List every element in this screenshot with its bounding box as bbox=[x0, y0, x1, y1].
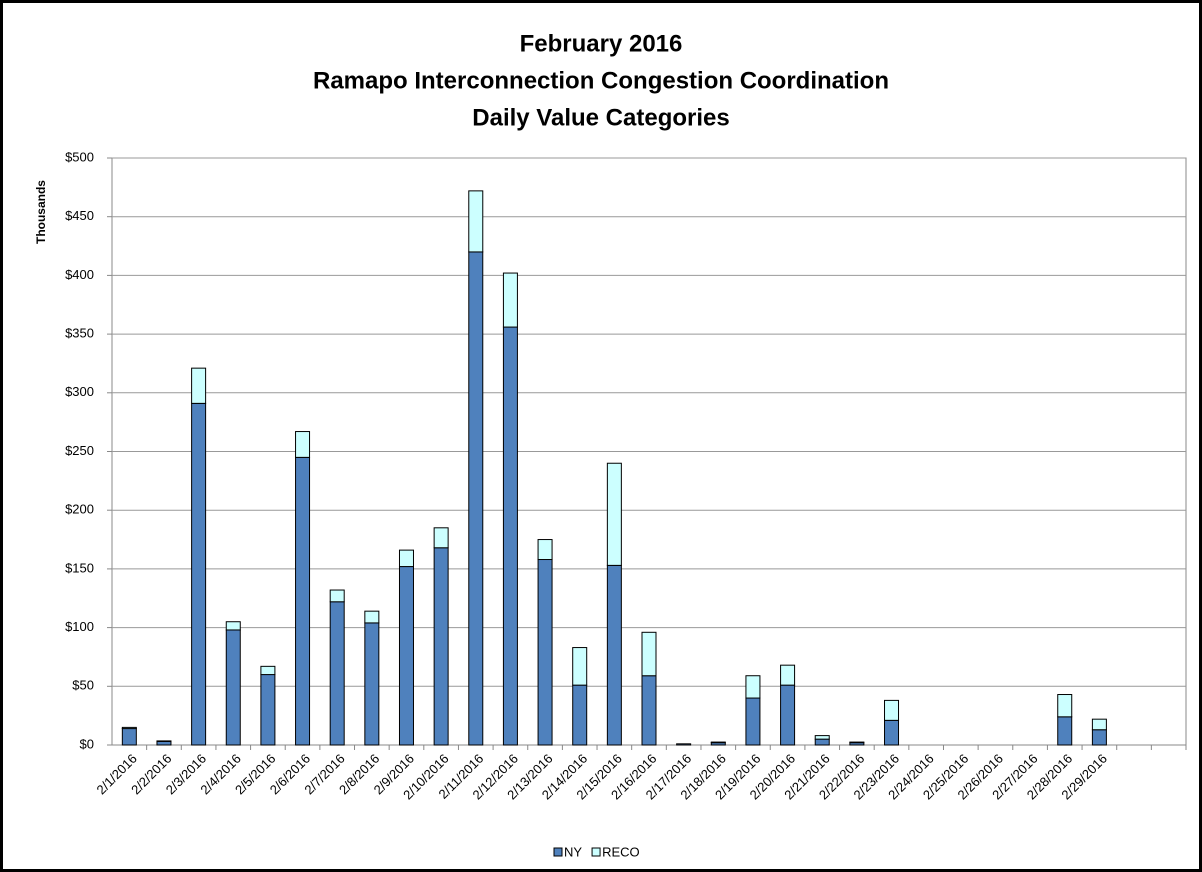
bar-segment bbox=[745, 697, 761, 746]
chart-title: Daily Value Categories bbox=[472, 104, 729, 131]
bar-segment bbox=[225, 629, 241, 746]
bar-segment bbox=[329, 601, 345, 746]
y-tick-label: $450 bbox=[65, 208, 94, 223]
y-tick-label: $400 bbox=[65, 267, 94, 282]
bar-segment bbox=[1091, 729, 1107, 746]
y-tick-label: $150 bbox=[65, 560, 94, 575]
bar-segment bbox=[398, 566, 414, 746]
bar-segment bbox=[260, 674, 276, 746]
bar-segment bbox=[468, 190, 484, 253]
bar-segment bbox=[537, 539, 553, 561]
chart-title: February 2016 bbox=[520, 30, 683, 57]
bar-segment bbox=[780, 664, 796, 686]
bar-segment bbox=[814, 738, 830, 746]
bar-segment bbox=[676, 743, 692, 746]
bar-segment bbox=[225, 621, 241, 631]
bar-segment bbox=[433, 547, 449, 746]
bar-segment bbox=[641, 675, 657, 746]
bar-segment bbox=[745, 675, 761, 699]
y-axis-label: Thousands bbox=[34, 180, 48, 244]
y-tick-label: $300 bbox=[65, 384, 94, 399]
bar-segment bbox=[641, 631, 657, 677]
legend-swatch bbox=[591, 847, 601, 857]
bar-segment bbox=[191, 402, 207, 746]
bar-segment bbox=[537, 559, 553, 746]
bar-segment bbox=[433, 527, 449, 549]
y-tick-label: $0 bbox=[80, 736, 94, 751]
bar-segment bbox=[364, 610, 380, 624]
y-tick-label: $500 bbox=[65, 149, 94, 164]
y-tick-label: $200 bbox=[65, 502, 94, 517]
bar-segment bbox=[1057, 694, 1073, 718]
bar-segment bbox=[121, 728, 137, 746]
legend-label: RECO bbox=[602, 844, 640, 859]
y-tick-label: $250 bbox=[65, 443, 94, 458]
bar-segment bbox=[191, 367, 207, 404]
bar-segment bbox=[884, 719, 900, 746]
bar-segment bbox=[606, 462, 622, 566]
bar-segment bbox=[710, 741, 726, 744]
bar-segment bbox=[295, 431, 311, 458]
bar-segment bbox=[572, 684, 588, 746]
bar-segment bbox=[156, 740, 172, 742]
bar-segment bbox=[121, 726, 137, 730]
y-tick-label: $50 bbox=[72, 678, 94, 693]
bar-segment bbox=[780, 684, 796, 746]
bar-segment bbox=[606, 564, 622, 746]
bar-segment bbox=[260, 665, 276, 676]
bar-segment bbox=[572, 647, 588, 686]
y-tick-label: $100 bbox=[65, 619, 94, 634]
bar-segment bbox=[295, 456, 311, 746]
chart-title: Ramapo Interconnection Congestion Coordi… bbox=[313, 67, 889, 94]
legend-label: NY bbox=[564, 844, 582, 859]
bar-segment bbox=[814, 735, 830, 740]
bar-segment bbox=[502, 326, 518, 746]
bar-segment bbox=[468, 251, 484, 746]
bar-segment bbox=[1091, 718, 1107, 731]
bar-segment bbox=[849, 741, 865, 744]
bar-segment bbox=[1057, 716, 1073, 746]
bar-segment bbox=[329, 589, 345, 603]
bar-segment bbox=[884, 699, 900, 721]
legend-swatch bbox=[553, 847, 563, 857]
bar-segment bbox=[502, 272, 518, 328]
bar-segment bbox=[156, 740, 172, 746]
bar-segment bbox=[398, 549, 414, 568]
bar-segment bbox=[364, 622, 380, 746]
y-tick-label: $350 bbox=[65, 326, 94, 341]
